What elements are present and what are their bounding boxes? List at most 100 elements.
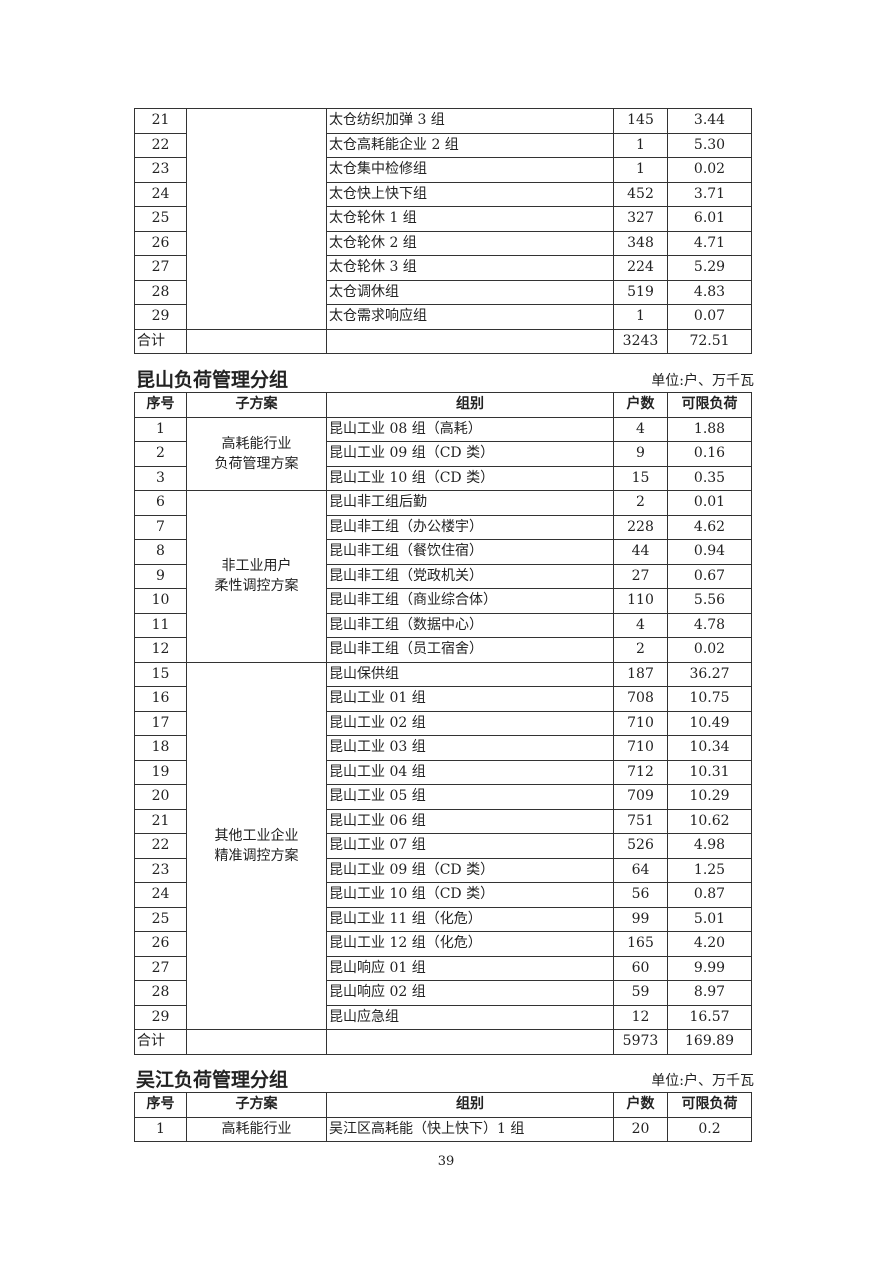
row-number: 24 (134, 882, 187, 908)
limitable-load: 0.94 (667, 539, 752, 565)
households: 452 (613, 181, 668, 207)
households: 20 (613, 1116, 668, 1142)
group-name: 昆山工业 09 组（CD 类） (326, 857, 614, 883)
households: 59 (613, 980, 668, 1006)
households: 710 (613, 710, 668, 736)
limitable-load: 9.99 (667, 955, 752, 981)
households: 751 (613, 808, 668, 834)
group-name: 昆山工业 07 组 (326, 833, 614, 859)
group-name: 昆山非工组后勤 (326, 490, 614, 516)
header-scheme: 子方案 (186, 392, 327, 418)
households: 709 (613, 784, 668, 810)
households: 224 (613, 255, 668, 281)
header-no: 序号 (134, 1092, 187, 1118)
group-name: 昆山工业 10 组（CD 类） (326, 882, 614, 908)
limitable-load: 3.71 (667, 181, 752, 207)
sub-scheme-cell: 非工业用户 柔性调控方案 (186, 490, 327, 663)
limitable-load: 10.34 (667, 735, 752, 761)
group-name: 昆山工业 08 组（高耗） (326, 416, 614, 442)
group-name: 昆山工业 01 组 (326, 686, 614, 712)
limitable-load: 4.98 (667, 833, 752, 859)
group-name: 昆山非工组（党政机关） (326, 563, 614, 589)
sub-scheme-cell (186, 108, 327, 330)
row-number: 24 (134, 181, 187, 207)
limitable-load: 5.56 (667, 588, 752, 614)
limitable-load: 10.31 (667, 759, 752, 785)
households: 1 (613, 157, 668, 183)
table-row: 1 高耗能行业 负荷管理方案 昆山工业 08 组（高耗） 4 1.88 (134, 416, 752, 491)
table-row: 29 太仓需求响应组 1 0.07 (134, 304, 752, 330)
table-row: 27 太仓轮休 3 组 224 5.29 (134, 255, 752, 281)
limitable-load: 0.07 (667, 304, 752, 330)
group-name: 昆山非工组（员工宿舍） (326, 637, 614, 663)
households: 145 (613, 108, 668, 134)
limitable-load: 6.01 (667, 206, 752, 232)
limitable-load: 10.75 (667, 686, 752, 712)
households: 44 (613, 539, 668, 565)
row-number: 29 (134, 304, 187, 330)
group-name: 昆山保供组 (326, 661, 614, 687)
header-group: 组别 (326, 392, 614, 418)
group-name: 太仓需求响应组 (326, 304, 614, 330)
row-number: 7 (134, 514, 187, 540)
group-name: 太仓纺织加弹 3 组 (326, 108, 614, 134)
group-name: 昆山响应 01 组 (326, 955, 614, 981)
table-row: 24 太仓快上快下组 452 3.71 (134, 181, 752, 207)
households: 12 (613, 1004, 668, 1030)
limitable-load: 4.78 (667, 612, 752, 638)
limitable-load: 4.71 (667, 230, 752, 256)
row-number: 8 (134, 539, 187, 565)
table-row: 12 昆山非工组（员工宿舍） 2 0.02 (134, 637, 752, 663)
group-name: 太仓快上快下组 (326, 181, 614, 207)
group-name: 昆山工业 04 组 (326, 759, 614, 785)
row-number: 27 (134, 955, 187, 981)
row-number: 22 (134, 132, 187, 158)
limitable-load: 0.02 (667, 637, 752, 663)
group-name: 太仓调休组 (326, 279, 614, 305)
limitable-load: 0.16 (667, 441, 752, 467)
group-name: 吴江区高耗能（快上快下）1 组 (326, 1116, 614, 1142)
row-number: 17 (134, 710, 187, 736)
total-households: 5973 (613, 1029, 668, 1055)
group-name: 昆山非工组（办公楼宇） (326, 514, 614, 540)
limitable-load: 0.35 (667, 465, 752, 491)
group-name: 太仓高耗能企业 2 组 (326, 132, 614, 158)
group-name: 昆山工业 12 组（化危） (326, 931, 614, 957)
row-number: 28 (134, 279, 187, 305)
header-group: 组别 (326, 1092, 614, 1118)
group-name: 昆山非工组（数据中心） (326, 612, 614, 638)
households: 99 (613, 906, 668, 932)
total-label: 合计 (134, 1029, 187, 1055)
households: 4 (613, 612, 668, 638)
row-number: 6 (134, 490, 187, 516)
households: 56 (613, 882, 668, 908)
group-name: 昆山工业 06 组 (326, 808, 614, 834)
table-row: 15 其他工业企业 精准调控方案 昆山保供组 187 36.27 (134, 661, 752, 1030)
limitable-load: 0.67 (667, 563, 752, 589)
group-name: 太仓集中检修组 (326, 157, 614, 183)
limitable-load: 0.87 (667, 882, 752, 908)
limitable-load: 4.20 (667, 931, 752, 957)
limitable-load: 5.29 (667, 255, 752, 281)
sub-scheme-cell: 高耗能行业 负荷管理方案 (186, 416, 327, 491)
row-number: 21 (134, 808, 187, 834)
header-row: 序号 子方案 组别 户数 可限负荷 (134, 392, 752, 418)
row-number: 11 (134, 612, 187, 638)
households: 712 (613, 759, 668, 785)
table-row: 25 太仓轮休 1 组 327 6.01 (134, 206, 752, 232)
header-no: 序号 (134, 392, 187, 418)
limitable-load: 8.97 (667, 980, 752, 1006)
header-load: 可限负荷 (667, 392, 752, 418)
table-row: 10 昆山非工组（商业综合体） 110 5.56 (134, 588, 752, 614)
households: 708 (613, 686, 668, 712)
table-row: 7 昆山非工组（办公楼宇） 228 4.62 (134, 514, 752, 540)
limitable-load: 0.2 (667, 1116, 752, 1142)
group-name: 昆山工业 09 组（CD 类） (326, 441, 614, 467)
group-name: 太仓轮休 1 组 (326, 206, 614, 232)
empty-cell (326, 328, 614, 354)
header-households: 户数 (613, 1092, 668, 1118)
table-row: 28 昆山响应 02 组 59 8.97 (134, 980, 752, 1006)
row-number: 19 (134, 759, 187, 785)
table-row: 1 高耗能行业 吴江区高耗能（快上快下）1 组 20 0.2 (134, 1116, 752, 1142)
limitable-load: 36.27 (667, 661, 752, 687)
